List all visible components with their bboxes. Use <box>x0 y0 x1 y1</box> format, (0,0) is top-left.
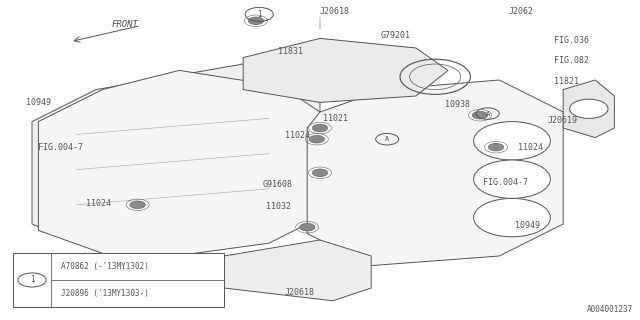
Text: J20896 ('13MY1303-): J20896 ('13MY1303-) <box>61 289 148 298</box>
Circle shape <box>570 99 608 118</box>
Text: FIG.036: FIG.036 <box>554 36 589 44</box>
Circle shape <box>309 135 324 143</box>
Text: A: A <box>385 136 389 142</box>
Text: G91608: G91608 <box>262 180 292 188</box>
Text: 11024: 11024 <box>285 131 310 140</box>
Text: FIG.004-7: FIG.004-7 <box>38 143 83 152</box>
FancyBboxPatch shape <box>13 253 224 307</box>
Text: 11821: 11821 <box>554 77 579 86</box>
Polygon shape <box>307 80 563 266</box>
Polygon shape <box>32 64 320 262</box>
Polygon shape <box>563 80 614 138</box>
Text: 10938: 10938 <box>445 100 470 108</box>
Circle shape <box>130 201 145 209</box>
Text: 1: 1 <box>257 10 262 19</box>
Circle shape <box>45 192 122 230</box>
Text: FRONT: FRONT <box>111 20 138 28</box>
Text: A: A <box>486 111 490 116</box>
Circle shape <box>312 124 328 132</box>
Text: 10949: 10949 <box>26 98 51 107</box>
Text: 11021: 11021 <box>323 114 348 123</box>
Text: 11831: 11831 <box>278 47 303 56</box>
Circle shape <box>42 154 118 192</box>
Circle shape <box>312 169 328 177</box>
Text: J20619: J20619 <box>547 116 577 125</box>
Circle shape <box>300 223 315 231</box>
Text: 10949: 10949 <box>515 221 540 230</box>
Polygon shape <box>224 240 371 301</box>
Text: 11032: 11032 <box>266 202 291 211</box>
Text: 1: 1 <box>29 276 35 284</box>
Circle shape <box>131 94 202 130</box>
Text: J20618: J20618 <box>320 7 350 16</box>
Text: A70862 (-'13MY1302): A70862 (-'13MY1302) <box>61 262 148 271</box>
Circle shape <box>80 91 150 126</box>
Polygon shape <box>38 70 320 262</box>
Polygon shape <box>243 38 448 102</box>
Text: J2062: J2062 <box>509 7 534 16</box>
Text: G79201: G79201 <box>381 31 411 40</box>
Circle shape <box>38 115 115 154</box>
Text: 11024: 11024 <box>86 199 111 208</box>
Circle shape <box>248 17 264 25</box>
Text: A004001237: A004001237 <box>588 305 634 314</box>
Text: J20618: J20618 <box>285 288 315 297</box>
Circle shape <box>474 122 550 160</box>
Circle shape <box>474 160 550 198</box>
Text: FIG.082: FIG.082 <box>554 56 589 65</box>
Circle shape <box>488 143 504 151</box>
Circle shape <box>472 111 488 119</box>
Text: 11024: 11024 <box>518 143 543 152</box>
Text: FIG.004-7: FIG.004-7 <box>483 178 528 187</box>
Circle shape <box>474 198 550 237</box>
Circle shape <box>182 98 253 133</box>
